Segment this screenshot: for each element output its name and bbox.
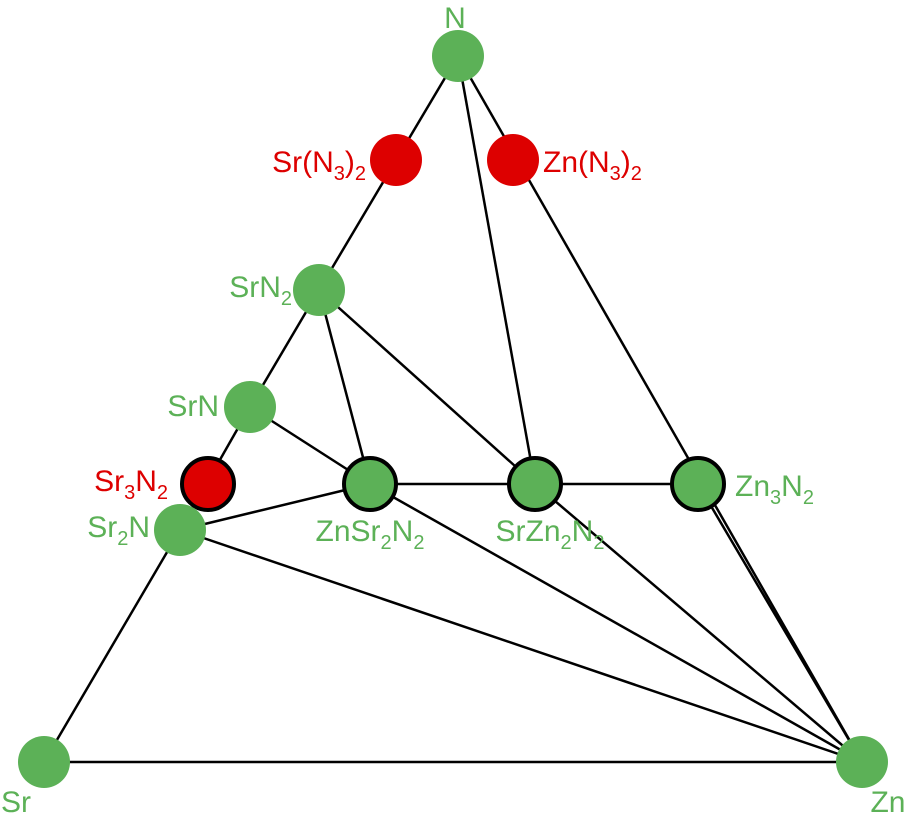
tie-line-SrZn2N2-Zn (534, 483, 863, 763)
phase-label-Sr: Sr (1, 786, 31, 819)
phase-label-ZnSr2N2: ZnSr2N2 (316, 515, 425, 554)
phase-point-SrZn2N2 (507, 456, 563, 512)
tie-line-Sr2N-Sr (42, 529, 182, 763)
phase-point-SrN3_2 (370, 134, 422, 186)
tie-line-SrN2-ZnSr2N2 (317, 289, 372, 485)
phase-label-SrN: SrN (167, 390, 219, 423)
tie-line-Sr2N-ZnSr2N2 (179, 482, 371, 532)
phase-point-Sr2N (154, 504, 206, 556)
phase-label-SrN3_2: Sr(N3)2 (272, 146, 366, 185)
phase-point-ZnN3_2 (487, 134, 539, 186)
phase-label-Sr3N2: Sr3N2 (94, 465, 168, 504)
phase-point-Zn (836, 736, 888, 788)
tie-line-SrN2-SrZn2N2 (318, 289, 536, 485)
tie-line-Zn3N2-Zn (696, 483, 864, 763)
phase-label-N: N (444, 2, 466, 35)
phase-point-N (432, 30, 484, 82)
phase-point-Sr3N2 (180, 456, 236, 512)
phase-label-SrZn2N2: SrZn2N2 (496, 515, 605, 554)
tie-line-N-SrZn2N2 (456, 55, 537, 485)
tie-line-Sr2N-Zn (179, 528, 863, 764)
phase-label-Zn3N2: Zn3N2 (735, 470, 814, 509)
phase-label-Sr2N: Sr2N (87, 511, 150, 550)
phase-points (18, 30, 888, 788)
phase-point-Zn3N2 (670, 456, 726, 512)
phase-label-SrN2: SrN2 (229, 271, 292, 310)
phase-label-Zn: Zn (870, 786, 905, 819)
phase-point-SrN (224, 381, 276, 433)
phase-point-ZnSr2N2 (342, 456, 398, 512)
phase-label-ZnN3_2: Zn(N3)2 (543, 146, 642, 185)
tie-line-ZnSr2N2-Zn (369, 482, 863, 764)
phase-point-Sr (18, 736, 70, 788)
phase-point-SrN2 (293, 264, 345, 316)
